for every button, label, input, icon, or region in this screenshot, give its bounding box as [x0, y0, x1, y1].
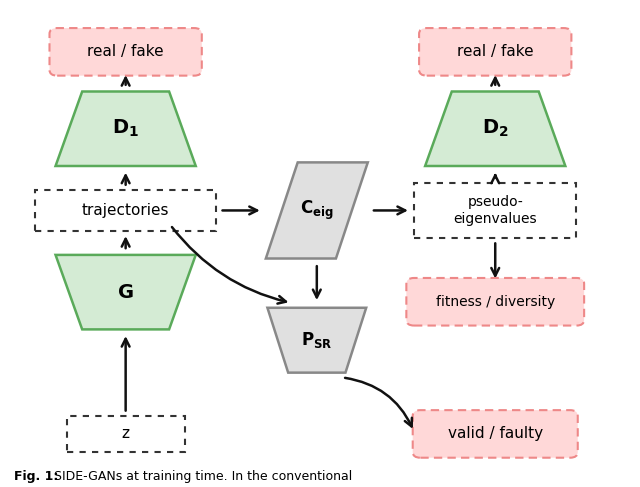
Bar	[67, 416, 184, 452]
Text: $\mathbf{P_{SR}}$: $\mathbf{P_{SR}}$	[301, 330, 333, 350]
FancyBboxPatch shape	[49, 28, 202, 75]
Text: real / fake: real / fake	[457, 44, 534, 59]
Text: z: z	[122, 427, 130, 441]
Polygon shape	[425, 92, 565, 166]
Text: Fig. 1:: Fig. 1:	[14, 470, 63, 483]
Text: fitness / diversity: fitness / diversity	[436, 295, 555, 309]
Polygon shape	[56, 255, 196, 329]
Text: real / fake: real / fake	[87, 44, 164, 59]
Polygon shape	[266, 162, 368, 259]
Text: pseudo-
eigenvalues: pseudo- eigenvalues	[453, 195, 537, 225]
FancyBboxPatch shape	[406, 278, 584, 325]
Bar	[35, 190, 216, 231]
Polygon shape	[268, 308, 366, 373]
Text: SIDE-GANs at training time. In the conventional: SIDE-GANs at training time. In the conve…	[54, 470, 353, 483]
Polygon shape	[56, 92, 196, 166]
Text: $\mathbf{C_{eig}}$: $\mathbf{C_{eig}}$	[300, 199, 333, 222]
Bar	[414, 183, 577, 238]
FancyBboxPatch shape	[419, 28, 572, 75]
Text: trajectories: trajectories	[82, 203, 170, 218]
Text: $\mathbf{G}$: $\mathbf{G}$	[117, 282, 134, 301]
Text: valid / faulty: valid / faulty	[447, 427, 543, 441]
Text: $\mathbf{D_2}$: $\mathbf{D_2}$	[482, 118, 509, 139]
Text: $\mathbf{D_1}$: $\mathbf{D_1}$	[112, 118, 139, 139]
FancyBboxPatch shape	[413, 410, 578, 458]
